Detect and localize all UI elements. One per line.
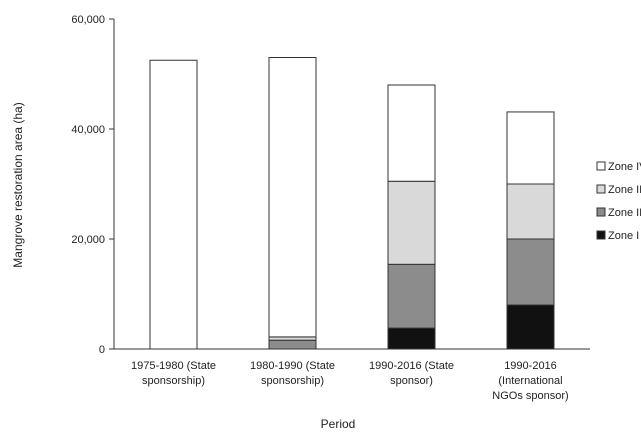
category-label: 1990-2016 (International NGOs sponsor)	[492, 360, 568, 402]
y-axis-title: Mangrove restoration area (ha)	[11, 102, 25, 267]
category-label-line: (International	[498, 375, 562, 387]
category-label-line: 1990-2016 (State	[369, 360, 454, 372]
y-tick-label: 20,000	[71, 234, 105, 246]
category-label: 1980-1990 (State sponsorship)	[250, 360, 335, 387]
x-axis-title: Period	[321, 417, 356, 431]
legend: Zone IV Zone III Zone II Zone I	[596, 161, 641, 242]
bar-segment-zone-i	[387, 327, 436, 350]
bar-segment-zone-iv	[268, 57, 317, 338]
bar-segment-zone-iv	[387, 84, 436, 182]
y-tick-label: 60,000	[71, 14, 105, 26]
category-label-line: sponsorship)	[142, 375, 205, 387]
y-tick-label: 0	[99, 344, 105, 356]
y-axis: 0 20,000 40,000 60,000	[71, 14, 115, 356]
y-tick-label: 40,000	[71, 124, 105, 136]
bar-segment-zone-iii	[387, 180, 436, 265]
legend-swatch	[596, 161, 606, 171]
category-label-line: sponsorship)	[261, 375, 324, 387]
bar-segment-zone-i	[506, 304, 555, 350]
bar-segment-zone-ii	[268, 339, 317, 350]
x-axis: 1975-1980 (State sponsorship)1980-1990 (S…	[114, 348, 590, 402]
bar-segment-zone-iv	[506, 111, 555, 185]
plot-area	[149, 57, 555, 350]
bar-segment-zone-ii	[506, 238, 555, 306]
legend-swatch	[596, 230, 606, 240]
category-label-line: sponsor)	[390, 375, 433, 387]
legend-label: Zone II	[608, 207, 641, 219]
category-label: 1975-1980 (State sponsorship)	[131, 360, 216, 387]
category-label: 1990-2016 (State sponsor)	[369, 360, 454, 387]
legend-swatch	[596, 184, 606, 194]
category-label-line: 1980-1990 (State	[250, 360, 335, 372]
bar-segment-zone-iv	[149, 59, 198, 350]
legend-swatch	[596, 207, 606, 217]
legend-label: Zone IV	[608, 161, 641, 173]
category-label-line: 1975-1980 (State	[131, 360, 216, 372]
category-label-line: NGOs sponsor)	[492, 390, 568, 402]
category-label-line: 1990-2016	[504, 360, 557, 372]
legend-label: Zone I	[608, 230, 639, 242]
legend-label: Zone III	[608, 184, 641, 196]
bar-segment-zone-iii	[506, 183, 555, 240]
bar-segment-zone-ii	[387, 263, 436, 329]
